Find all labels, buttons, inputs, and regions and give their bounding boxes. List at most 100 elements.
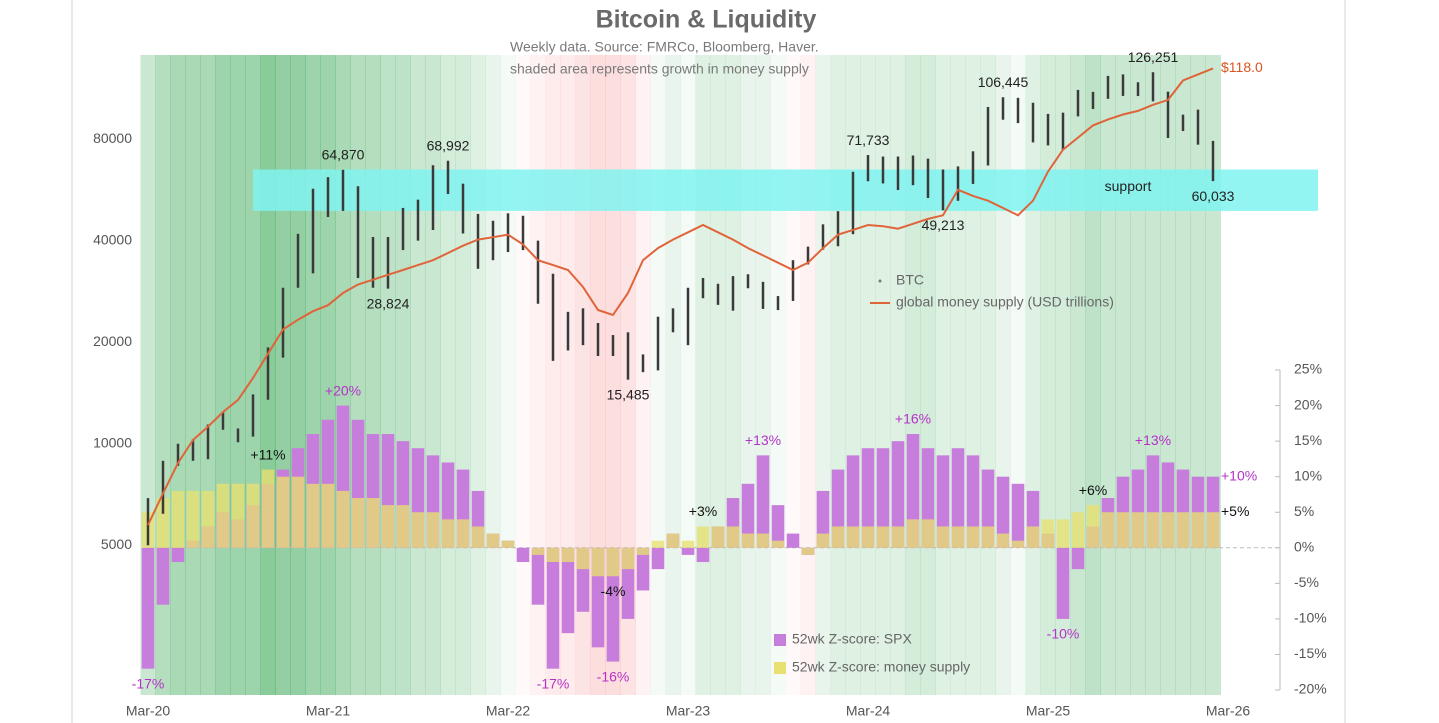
z-score-bar (516, 547, 530, 563)
z-score-bar (636, 547, 650, 591)
annotation: +11% (250, 446, 285, 462)
z-score-bar (966, 526, 980, 548)
z-score-bar (156, 547, 170, 605)
z-score-bar (696, 547, 710, 563)
z-score-bar (936, 455, 950, 548)
annotation: 126,251 (1128, 49, 1179, 65)
z-score-bar (726, 526, 740, 548)
plot-layer: support Mar-20 Mar-21 Mar-22 Mar-23 Mar-24 Mar… (93, 49, 1327, 719)
z-score-bar (156, 498, 170, 548)
background-shade (1160, 55, 1176, 695)
background-shade (1040, 55, 1056, 695)
background-shade (920, 55, 936, 695)
background-shade (710, 55, 726, 695)
z-score-bar (1056, 547, 1070, 619)
background-shade (860, 55, 876, 695)
z-score-bar (921, 519, 935, 548)
z-score-bar (936, 526, 950, 548)
z-score-bar (276, 476, 290, 548)
z-score-bar (201, 490, 215, 548)
z-score-bar (951, 526, 965, 548)
legend-marker (774, 662, 786, 674)
y2-tick-label: 25% (1294, 361, 1322, 377)
z-score-bar (906, 519, 920, 548)
z-score-bar (1191, 512, 1205, 548)
z-score-bar (531, 547, 545, 555)
y2-tick-label: 15% (1294, 432, 1322, 448)
background-shade (650, 55, 666, 695)
y2-tick-label: 20% (1294, 396, 1322, 412)
background-shade (530, 55, 546, 695)
z-score-bar (1146, 512, 1160, 548)
z-score-bar (216, 483, 230, 548)
annotation: +16% (895, 411, 931, 427)
background-shade (395, 55, 411, 695)
z-score-bar (561, 547, 575, 634)
z-score-bar (666, 533, 680, 548)
background-shade (485, 55, 501, 695)
z-score-bar (576, 547, 590, 570)
x-tick-label: Mar-21 (306, 703, 351, 719)
background-shade (935, 55, 951, 695)
annotation: -16% (597, 668, 630, 684)
z-score-bar (966, 455, 980, 548)
z-score-bar (561, 547, 575, 563)
z-score-bar (306, 483, 320, 548)
z-score-bar (441, 519, 455, 548)
y2-tick-label: -15% (1294, 645, 1327, 661)
background-shade (890, 55, 906, 695)
background-shade (185, 55, 201, 695)
z-score-bar (606, 547, 620, 577)
z-score-bar (291, 476, 305, 548)
z-score-bar (756, 533, 770, 548)
y-tick-label: 10000 (93, 434, 132, 450)
x-tick-label: Mar-25 (1026, 703, 1071, 719)
y-tick-label: 40000 (93, 231, 132, 247)
annotation: 15,485 (607, 386, 650, 402)
background-shade (470, 55, 486, 695)
x-tick-label: Mar-26 (1206, 703, 1251, 719)
chart-title: Bitcoin & Liquidity (596, 6, 817, 34)
z-score-bar (531, 547, 545, 605)
z-score-bar (891, 441, 905, 548)
background-shade (275, 55, 291, 695)
background-shade (800, 55, 816, 695)
background-shade (410, 55, 426, 695)
z-score-bar (951, 448, 965, 548)
background-shade (560, 55, 576, 695)
z-score-bar (231, 483, 245, 548)
z-score-bar (681, 540, 695, 548)
z-score-bar (456, 519, 470, 548)
z-score-bar (1161, 512, 1175, 548)
background-shade (1175, 55, 1191, 695)
annotation: +5% (1221, 503, 1249, 519)
z-score-bar (1116, 512, 1130, 548)
background-shade (725, 55, 741, 695)
z-score-bar (336, 490, 350, 548)
z-score-bar (981, 526, 995, 548)
z-score-bar (486, 533, 500, 548)
background-shade (995, 55, 1011, 695)
z-score-bar (861, 448, 875, 548)
legend-label: global money supply (USD trillions) (896, 294, 1114, 310)
annotation: 71,733 (847, 132, 890, 148)
z-score-bar (846, 455, 860, 548)
legend-label: BTC (896, 272, 924, 288)
annotation: 64,870 (322, 146, 365, 162)
legend-marker (774, 634, 786, 646)
background-shade (770, 55, 786, 695)
z-score-bar (546, 547, 560, 669)
background-shade (845, 55, 861, 695)
annotation: 60,033 (1192, 188, 1235, 204)
y-tick-label: 5000 (101, 536, 132, 552)
background-shade (1100, 55, 1116, 695)
x-tick-label: Mar-23 (666, 703, 711, 719)
z-score-bar (1176, 512, 1190, 548)
background-shade (1145, 55, 1161, 695)
annotation: +3% (689, 503, 717, 519)
background-shade (365, 55, 381, 695)
annotation: 28,824 (367, 295, 410, 311)
support-band (253, 169, 1318, 211)
z-score-bar (621, 547, 635, 570)
z-score-bar (261, 469, 275, 548)
